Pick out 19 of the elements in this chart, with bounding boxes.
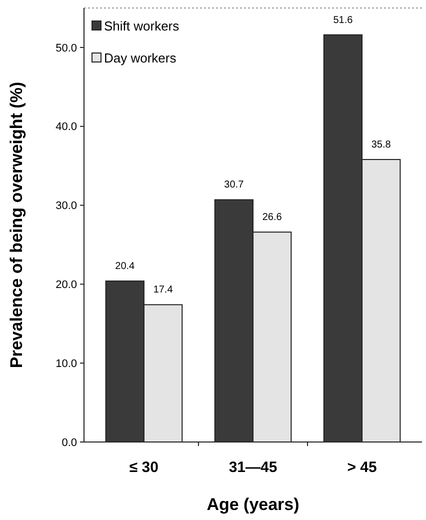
data-label: 51.6: [333, 14, 354, 26]
data-label: 26.6: [262, 212, 282, 224]
y-tick-label: 40.0: [56, 121, 77, 134]
x-tick-label: ≤ 30: [129, 459, 159, 476]
y-tick-label: 30.0: [56, 200, 77, 212]
y-tick-label: 50.0: [56, 42, 77, 54]
data-label: 35.8: [371, 140, 392, 151]
legend-label: Shift workers: [104, 18, 180, 34]
y-axis-title: Prevalence of being overweight (%): [7, 82, 26, 368]
data-label: 30.7: [224, 180, 244, 191]
y-tick-label: 20.0: [56, 279, 77, 292]
y-tick-label: 10.0: [56, 358, 77, 370]
x-tick-label: > 45: [347, 459, 377, 476]
data-label: 20.4: [115, 261, 136, 272]
data-label: 17.4: [153, 284, 174, 296]
legend-label: Day workers: [104, 50, 177, 66]
x-axis-title: Age (years): [206, 495, 300, 514]
x-tick-label: 31—45: [228, 459, 278, 476]
y-tick-label: 0.0: [62, 436, 77, 449]
